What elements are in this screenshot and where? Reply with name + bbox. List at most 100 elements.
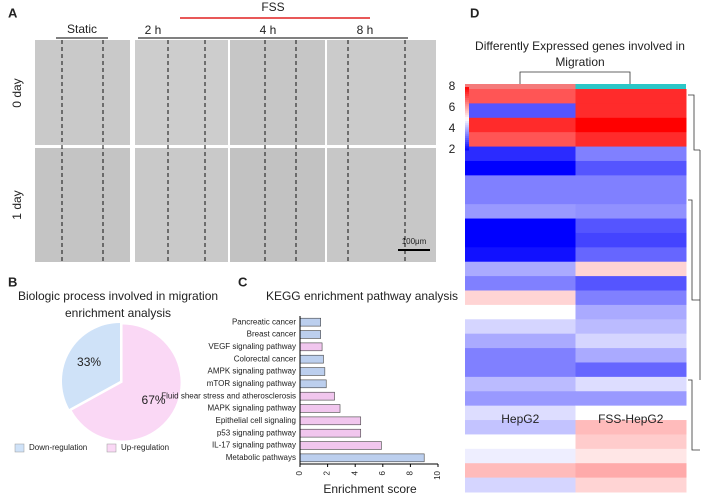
chart-title: Migration <box>555 55 604 69</box>
heatmap-cell <box>575 434 687 450</box>
category-label: mTOR signaling pathway <box>207 379 296 388</box>
heatmap-cell <box>575 420 687 435</box>
heatmap-cell <box>575 146 687 162</box>
colorbar-step <box>465 133 469 136</box>
row-label: 1 day <box>10 190 24 219</box>
colorbar-step <box>465 120 469 124</box>
heatmap-cell <box>465 463 576 479</box>
colorbar-step <box>465 103 469 107</box>
heatmap-cell <box>465 103 576 119</box>
heatmap-cell <box>465 132 576 148</box>
heatmap-cell <box>575 117 687 133</box>
heatmap-cell <box>575 304 687 320</box>
category-label: Fluid shear stress and atherosclerosis <box>161 391 296 400</box>
heatmap-cell <box>465 276 576 291</box>
heatmap-cell <box>575 348 687 363</box>
category-label: IL-17 signaling pathway <box>212 441 296 450</box>
bar <box>299 354 324 364</box>
heatmap-cell <box>465 89 576 104</box>
heatmap-cell <box>465 362 576 378</box>
colorbar-step <box>465 108 469 111</box>
bar <box>299 317 322 327</box>
colorbar-step <box>465 129 469 132</box>
heatmap-cell <box>465 448 576 464</box>
pie-slice <box>61 323 120 409</box>
colorbar-step <box>465 122 469 126</box>
heatmap-cell <box>575 175 687 191</box>
legend-swatch <box>106 443 117 453</box>
panel-letter: C <box>238 274 248 289</box>
bar <box>299 453 425 463</box>
category-label: Colorectal cancer <box>234 354 297 363</box>
heatmap-cell <box>575 89 687 104</box>
chart-title: Differently Expressed genes involved in <box>475 39 685 53</box>
colorbar-tick-label: 6 <box>449 100 456 114</box>
heatmap-cell <box>465 117 576 133</box>
heatmap-cell <box>465 204 576 220</box>
heatmap-cell <box>465 304 576 320</box>
heatmap-cell <box>465 247 576 263</box>
heatmap-cell <box>575 132 687 148</box>
heatmap-cell <box>465 405 576 421</box>
heatmap-cell <box>465 420 576 435</box>
colorbar-step <box>465 91 469 94</box>
colorbar-step <box>465 147 469 151</box>
column-label: Static <box>67 22 97 36</box>
heatmap-cell <box>575 290 687 306</box>
heatmap-cell <box>465 232 576 248</box>
panel-a-images <box>35 17 436 262</box>
heatmap-cell <box>465 189 576 205</box>
slice-label: 33% <box>77 355 101 369</box>
heatmap-cell <box>465 391 576 407</box>
bar <box>299 441 382 450</box>
heatmap-cell <box>575 463 687 479</box>
x-tick-label: 6 <box>378 470 387 475</box>
heatmap-cell <box>575 276 687 291</box>
heatmap-cell <box>465 319 576 335</box>
category-label: AMPK signaling pathway <box>208 367 297 376</box>
heatmap-cell <box>575 391 687 407</box>
category-label: p53 signaling pathway <box>217 428 296 437</box>
category-label: Breast cancer <box>247 330 297 339</box>
legend-label: Up-regulation <box>121 443 169 452</box>
colorbar-step <box>465 93 469 96</box>
heatmap-cell <box>575 405 687 421</box>
bar <box>299 428 362 438</box>
chart-title: KEGG enrichment pathway analysis <box>266 289 458 303</box>
column-label: FSS-HepG2 <box>598 412 664 426</box>
heatmap-cell <box>465 434 576 450</box>
colorbar-step <box>465 99 469 103</box>
category-label: Epithelial cell signaling <box>216 416 297 425</box>
heatmap-cell <box>575 232 687 248</box>
x-axis-label: Enrichment score <box>323 482 417 496</box>
colorbar-step <box>465 114 469 117</box>
x-tick-label: 2 <box>323 470 332 475</box>
heatmap-cell <box>465 290 576 306</box>
bar <box>299 367 326 376</box>
category-label: VEGF signaling pathway <box>208 342 296 351</box>
heatmap-cell <box>575 204 687 220</box>
dendrogram <box>519 71 701 451</box>
heatmap-cell <box>465 376 576 392</box>
pie-slice <box>71 324 181 441</box>
colorbar-step <box>465 118 469 122</box>
x-tick-label: 10 <box>433 470 442 479</box>
scale-bar-label: 100μm <box>402 237 427 246</box>
heatmap-cell <box>575 376 687 392</box>
heatmap-cell <box>575 448 687 464</box>
column-header <box>575 84 686 89</box>
x-tick-label: 0 <box>295 470 304 475</box>
bar <box>299 379 327 389</box>
heatmap-cell <box>465 146 576 162</box>
bar <box>299 342 323 352</box>
heatmap-cell <box>465 218 576 234</box>
colorbar-tick-label: 4 <box>449 121 456 135</box>
bar <box>299 416 362 426</box>
colorbar-step <box>465 131 469 134</box>
x-tick-label: 8 <box>406 470 415 475</box>
column-header <box>465 84 576 89</box>
chart-title: enrichment analysis <box>65 306 171 320</box>
category-label: Pancreatic cancer <box>232 317 296 326</box>
colorbar-step <box>465 87 469 90</box>
